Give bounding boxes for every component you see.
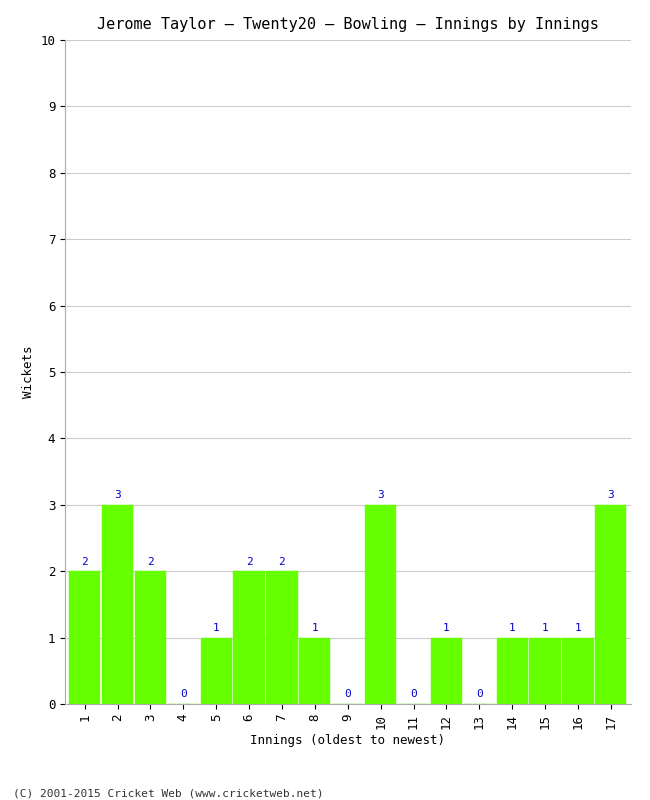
Bar <box>529 638 561 704</box>
Bar <box>266 571 298 704</box>
Y-axis label: Wickets: Wickets <box>21 346 34 398</box>
Bar <box>595 505 627 704</box>
Text: 3: 3 <box>114 490 121 500</box>
Bar <box>233 571 265 704</box>
X-axis label: Innings (oldest to newest): Innings (oldest to newest) <box>250 734 445 747</box>
Text: (C) 2001-2015 Cricket Web (www.cricketweb.net): (C) 2001-2015 Cricket Web (www.cricketwe… <box>13 788 324 798</box>
Bar <box>299 638 330 704</box>
Bar <box>562 638 593 704</box>
Text: 1: 1 <box>443 623 450 633</box>
Text: 1: 1 <box>311 623 318 633</box>
Text: 2: 2 <box>246 557 252 566</box>
Text: 2: 2 <box>147 557 154 566</box>
Text: 2: 2 <box>279 557 285 566</box>
Text: 1: 1 <box>575 623 581 633</box>
Bar <box>69 571 100 704</box>
Bar <box>102 505 133 704</box>
Bar <box>497 638 528 704</box>
Bar <box>201 638 232 704</box>
Bar <box>135 571 166 704</box>
Text: 0: 0 <box>180 690 187 699</box>
Text: 1: 1 <box>541 623 549 633</box>
Text: 3: 3 <box>377 490 384 500</box>
Text: 2: 2 <box>81 557 88 566</box>
Title: Jerome Taylor – Twenty20 – Bowling – Innings by Innings: Jerome Taylor – Twenty20 – Bowling – Inn… <box>97 17 599 32</box>
Text: 1: 1 <box>509 623 515 633</box>
Text: 0: 0 <box>344 690 351 699</box>
Text: 1: 1 <box>213 623 220 633</box>
Text: 0: 0 <box>410 690 417 699</box>
Bar <box>365 505 396 704</box>
Bar <box>431 638 462 704</box>
Text: 3: 3 <box>607 490 614 500</box>
Text: 0: 0 <box>476 690 483 699</box>
